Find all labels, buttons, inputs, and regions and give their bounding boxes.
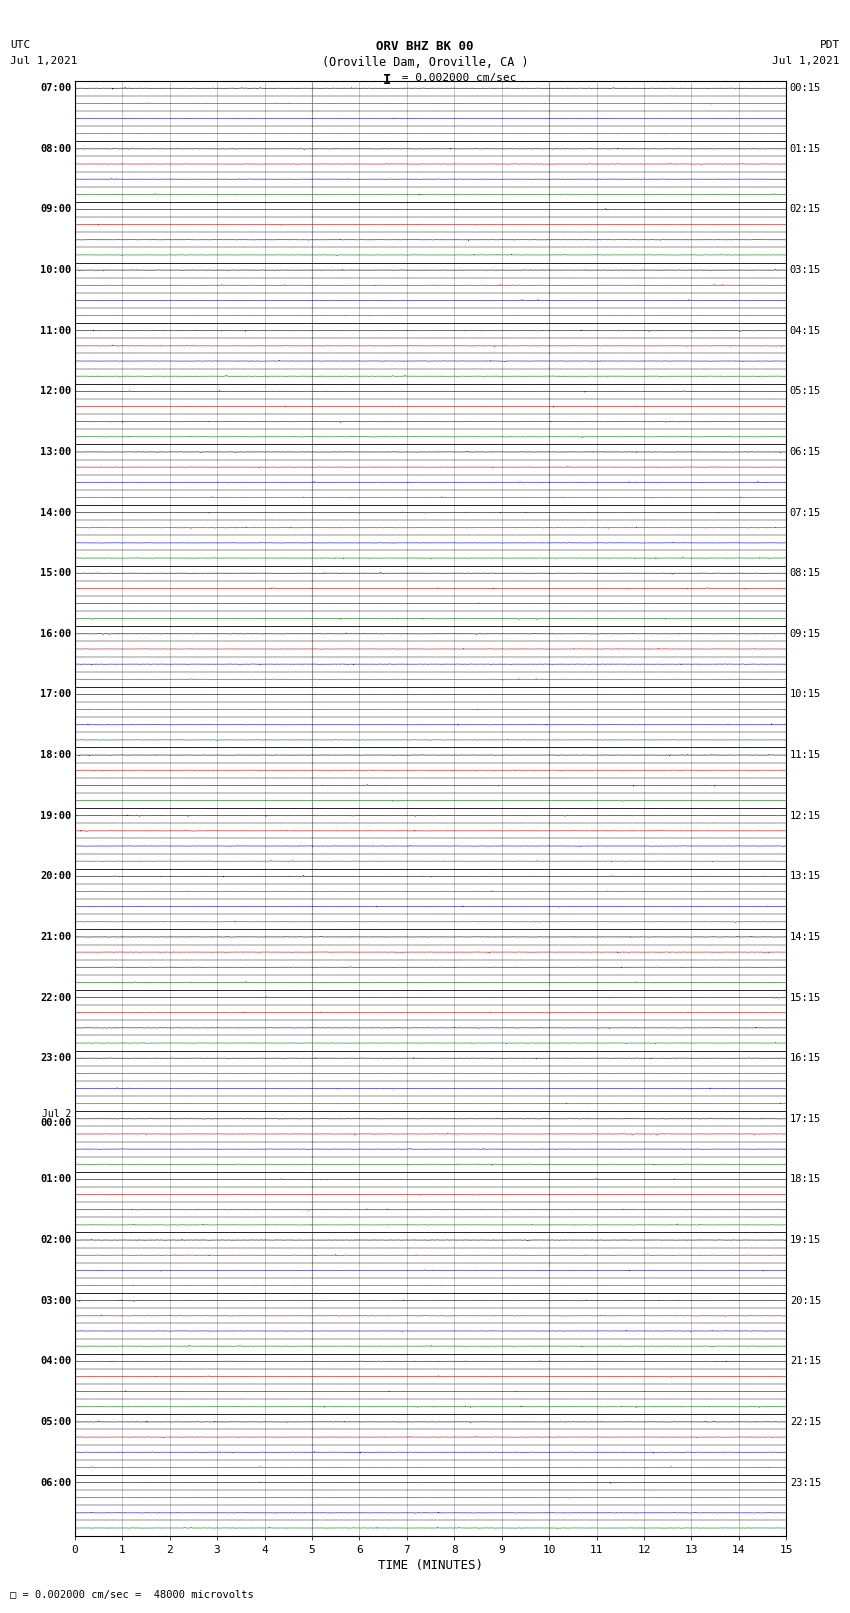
Text: 19:15: 19:15 [790,1236,821,1245]
Text: 17:15: 17:15 [790,1115,821,1124]
Text: 00:00: 00:00 [40,1118,71,1129]
Text: 00:15: 00:15 [790,84,821,94]
Text: = 0.002000 cm/sec: = 0.002000 cm/sec [395,73,517,82]
Text: (Oroville Dam, Oroville, CA ): (Oroville Dam, Oroville, CA ) [321,56,529,69]
Text: 05:15: 05:15 [790,387,821,397]
Text: 04:15: 04:15 [790,326,821,336]
Text: 09:00: 09:00 [40,205,71,215]
Text: 03:15: 03:15 [790,265,821,276]
Text: 11:15: 11:15 [790,750,821,760]
Text: 18:00: 18:00 [40,750,71,760]
Text: 01:15: 01:15 [790,144,821,153]
Text: 16:00: 16:00 [40,629,71,639]
Text: 20:15: 20:15 [790,1295,821,1305]
Text: 23:00: 23:00 [40,1053,71,1063]
Text: 10:15: 10:15 [790,689,821,700]
Text: 03:00: 03:00 [40,1295,71,1305]
Text: 21:15: 21:15 [790,1357,821,1366]
Text: □ = 0.002000 cm/sec =  48000 microvolts: □ = 0.002000 cm/sec = 48000 microvolts [10,1590,254,1600]
Text: 16:15: 16:15 [790,1053,821,1063]
Text: 01:00: 01:00 [40,1174,71,1184]
Text: 09:15: 09:15 [790,629,821,639]
Text: 18:15: 18:15 [790,1174,821,1184]
Text: 02:00: 02:00 [40,1236,71,1245]
Text: PDT: PDT [819,40,840,50]
Text: 04:00: 04:00 [40,1357,71,1366]
Text: UTC: UTC [10,40,31,50]
Text: 23:15: 23:15 [790,1478,821,1487]
Text: I: I [382,73,391,87]
Text: 17:00: 17:00 [40,689,71,700]
Text: 08:15: 08:15 [790,568,821,577]
Text: 13:00: 13:00 [40,447,71,456]
Text: 15:00: 15:00 [40,568,71,577]
Text: Jul 1,2021: Jul 1,2021 [10,56,77,66]
Text: ORV BHZ BK 00: ORV BHZ BK 00 [377,40,473,53]
Text: 12:00: 12:00 [40,387,71,397]
Text: 12:15: 12:15 [790,811,821,821]
Text: Jul 2: Jul 2 [42,1110,71,1119]
Text: 14:00: 14:00 [40,508,71,518]
Text: 15:15: 15:15 [790,992,821,1003]
Text: 08:00: 08:00 [40,144,71,153]
Text: 14:15: 14:15 [790,932,821,942]
Text: 22:00: 22:00 [40,992,71,1003]
Text: 21:00: 21:00 [40,932,71,942]
Text: 07:15: 07:15 [790,508,821,518]
Text: 22:15: 22:15 [790,1416,821,1428]
Text: 07:00: 07:00 [40,84,71,94]
Text: 05:00: 05:00 [40,1416,71,1428]
Text: 11:00: 11:00 [40,326,71,336]
Text: Jul 1,2021: Jul 1,2021 [773,56,840,66]
Text: 06:00: 06:00 [40,1478,71,1487]
Text: 02:15: 02:15 [790,205,821,215]
Text: 06:15: 06:15 [790,447,821,456]
Text: 19:00: 19:00 [40,811,71,821]
Text: 20:00: 20:00 [40,871,71,881]
Text: 13:15: 13:15 [790,871,821,881]
Text: 10:00: 10:00 [40,265,71,276]
X-axis label: TIME (MINUTES): TIME (MINUTES) [378,1558,483,1571]
